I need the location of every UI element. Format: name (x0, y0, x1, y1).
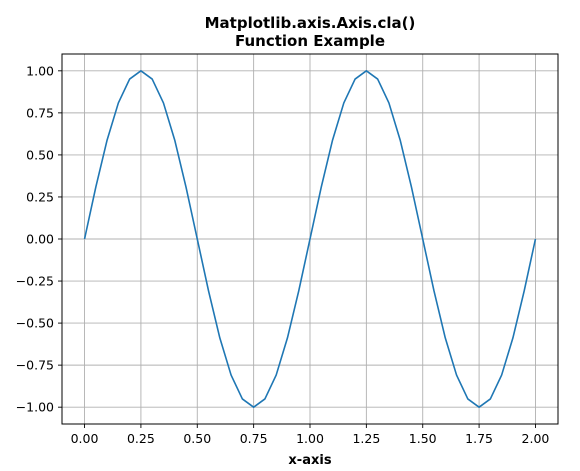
y-tick-label: 0.50 (26, 147, 54, 162)
x-tick-label: 2.00 (522, 431, 550, 446)
x-tick-label: 1.00 (296, 431, 324, 446)
axis-ticks: 0.00 0.25 0.50 0.75 1.00 1.25 1.50 1.75 2.00 1.00… (16, 63, 550, 446)
y-tick-label: −0.75 (16, 358, 54, 373)
y-tick-label: −0.50 (16, 316, 54, 331)
x-axis-label: x-axis (288, 453, 331, 468)
x-tick-label: 0.50 (183, 431, 211, 446)
chart-title-line-1: Matplotlib.axis.Axis.cla() (205, 14, 416, 32)
y-tick-label: 0.00 (26, 232, 54, 247)
y-tick-label: −1.00 (16, 400, 54, 415)
plot-series (83, 70, 537, 408)
x-tick-label: 0.00 (71, 431, 99, 446)
x-tick-label: 0.75 (240, 431, 268, 446)
series-line (83, 70, 537, 408)
y-tick-label: 1.00 (26, 63, 54, 78)
x-tick-label: 0.25 (127, 431, 155, 446)
x-tick-label: 1.25 (352, 431, 380, 446)
x-tick-label: 1.75 (465, 431, 493, 446)
y-tick-label: 0.75 (26, 105, 54, 120)
y-tick-label: 0.25 (26, 189, 54, 204)
plot-frame (61, 53, 559, 425)
y-tick-label: −0.25 (16, 274, 54, 289)
x-tick-label: 1.50 (409, 431, 437, 446)
chart-title-line-2: Function Example (235, 32, 385, 50)
